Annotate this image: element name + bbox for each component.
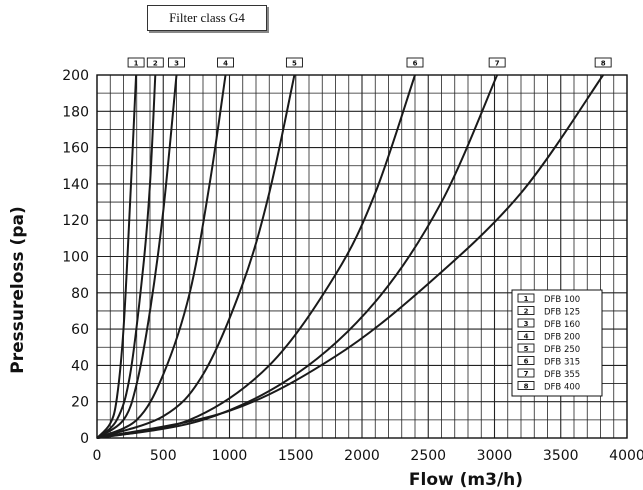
legend-number-3: 3 — [524, 320, 529, 328]
legend-label-4: DFB 200 — [544, 333, 580, 343]
series-tag-label-6: 6 — [413, 60, 418, 68]
series-tag-label-4: 4 — [223, 60, 228, 68]
legend-label-5: DFB 250 — [544, 345, 580, 355]
legend-number-7: 7 — [524, 370, 529, 378]
x-tick-label: 0 — [93, 448, 102, 464]
series-tag-label-3: 3 — [174, 60, 179, 68]
legend-label-6: DFB 315 — [544, 358, 580, 368]
legend-label-3: DFB 160 — [544, 320, 580, 330]
y-tick-label: 60 — [71, 322, 89, 338]
x-tick-label: 500 — [150, 448, 177, 464]
y-tick-label: 200 — [62, 68, 89, 84]
chart-legend: 1 DFB 100 2 DFB 125 3 DFB 160 4 DFB 200 5 DFB 250… — [512, 290, 602, 396]
y-tick-label: 100 — [62, 250, 89, 266]
y-tick-label: 120 — [62, 213, 89, 229]
y-tick-label: 40 — [71, 358, 89, 374]
x-axis-label: Flow (m3/h) — [409, 470, 523, 490]
y-tick-label: 140 — [62, 177, 89, 193]
y-tick-label: 20 — [71, 395, 89, 411]
y-tick-label: 180 — [62, 104, 89, 120]
legend-number-8: 8 — [524, 383, 529, 391]
series-tag-label-1: 1 — [134, 60, 139, 68]
x-tick-label: 3000 — [477, 448, 513, 464]
x-tick-label: 1500 — [278, 448, 314, 464]
series-tag-label-5: 5 — [292, 60, 297, 68]
legend-number-1: 1 — [524, 295, 529, 303]
x-tick-label: 2500 — [410, 448, 446, 464]
legend-number-4: 4 — [524, 333, 529, 341]
y-tick-label: 80 — [71, 286, 89, 302]
legend-box — [512, 290, 602, 396]
x-tick-label: 1000 — [212, 448, 248, 464]
legend-label-8: DFB 400 — [544, 383, 580, 393]
legend-label-7: DFB 355 — [544, 370, 580, 380]
x-tick-label: 3500 — [543, 448, 579, 464]
series-tag-label-2: 2 — [153, 60, 158, 68]
x-tick-label: 4000 — [609, 448, 643, 464]
y-tick-label: 0 — [80, 431, 89, 447]
legend-number-2: 2 — [524, 308, 529, 316]
series-tags: 1 2 3 4 5 6 7 8 — [128, 58, 611, 68]
legend-label-2: DFB 125 — [544, 308, 580, 318]
legend-number-5: 5 — [524, 345, 529, 353]
y-tick-label: 160 — [62, 141, 89, 157]
series-tag-label-7: 7 — [495, 60, 500, 68]
y-axis-label: Pressureloss (pa) — [8, 206, 28, 373]
x-tick-label: 2000 — [344, 448, 380, 464]
series-tag-label-8: 8 — [601, 60, 606, 68]
legend-number-6: 6 — [524, 358, 529, 366]
legend-label-1: DFB 100 — [544, 295, 580, 305]
